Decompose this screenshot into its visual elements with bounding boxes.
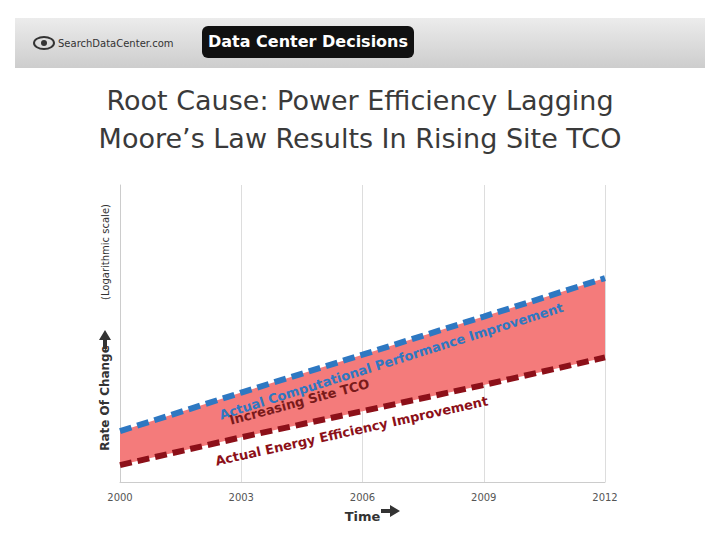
svg-text:Increasing Site TCO: Increasing Site TCO (228, 376, 371, 428)
svg-text:Moore’s Law Results In Rising: Moore’s Law Results In Rising Site TCO (99, 123, 622, 154)
svg-text:Root Cause: Power Efficiency L: Root Cause: Power Efficiency Lagging (106, 85, 613, 116)
svg-text:2000: 2000 (107, 492, 132, 503)
svg-text:2009: 2009 (471, 492, 496, 503)
svg-text:Actual Computational Performan: Actual Computational Performance Improve… (217, 300, 565, 423)
html-text:SearchDataCenter.com: SearchDataCenter.com (58, 37, 174, 49)
html-text:Data Center Decisions: Data Center Decisions (208, 32, 408, 51)
svg-text:Time: Time (345, 509, 381, 524)
svg-text:2003: 2003 (229, 492, 254, 503)
svg-text:Actual Energy Efficiency Impro: Actual Energy Efficiency Improvement (214, 394, 489, 469)
svg-text:Rate Of Change: Rate Of Change (98, 345, 112, 451)
svg-text:2006: 2006 (350, 492, 375, 503)
svg-text:(Logarithmic scale): (Logarithmic scale) (100, 204, 111, 300)
svg-text:2012: 2012 (592, 492, 617, 503)
